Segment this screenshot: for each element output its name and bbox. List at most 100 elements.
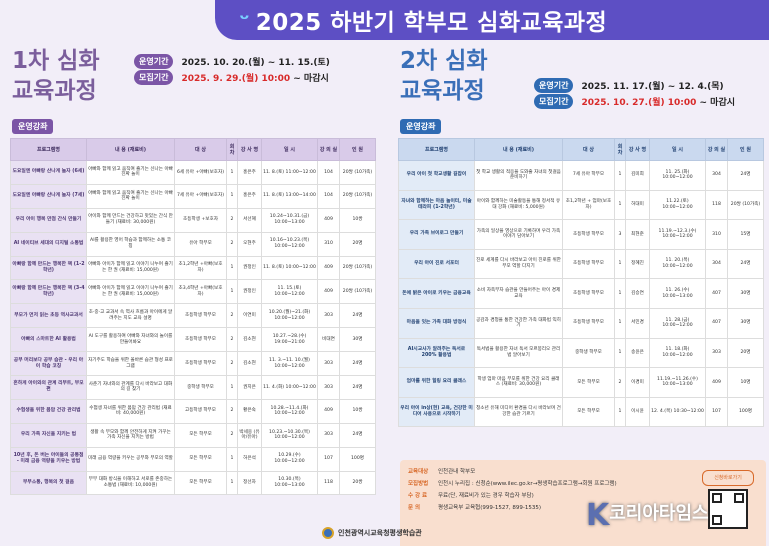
program-name: 10년 후, 돈 버는 아이들의 공통점 - 미래 금융 역량을 키우는 방법 (10, 446, 87, 472)
table-cell: 24명 (339, 375, 376, 400)
table-cell: 104 (317, 160, 340, 185)
table-cell: 11. 3.~11. 10.(월) 10:00~12:00 (261, 351, 318, 377)
table-cell: 310 (317, 231, 340, 257)
table-cell: 1 (226, 255, 238, 281)
table-row: 부부소통, 행복의 첫 걸음 부부 대화 방식을 이해하고 서로를 존중하는 소통… (10, 470, 376, 496)
table-cell: 2 (226, 327, 238, 353)
table-row: 엄마를 위한 힐링 요리 클래스 학생 엄마 마음 부모를 위한 건강 요리 클래… (398, 367, 764, 398)
panel-title: 2차 심화 교육과정 (400, 48, 488, 104)
column-header: 인 원 (339, 138, 376, 161)
table-cell: 11. 15.(토) 10:00~12:00 (261, 279, 318, 305)
table-cell: 11. 4.(화) 10:00~12:00 (261, 375, 318, 400)
table-cell: 118 (317, 470, 340, 496)
table-cell: 황은숙 (237, 398, 262, 424)
course-panel-1: 1차 심화 교육과정 운영기간 2025. 10. 20.(월) ~ 11. 1… (4, 42, 381, 512)
table-cell: 오현주 (237, 231, 262, 257)
table-cell: 2 (226, 398, 238, 424)
table-cell: 1 (226, 470, 238, 496)
table-cell: 가족의 일상을 영상으로 기록하며 우리 가족 이야기 담아보기 (474, 219, 563, 250)
table-cell: 박세웅 (유아/유아) (237, 422, 262, 448)
table-cell: 303 (317, 375, 340, 400)
table-cell: 중학생 학부모 (562, 337, 615, 369)
program-name: 부부소통, 행복의 첫 걸음 (10, 470, 87, 496)
table-cell: 초등학생 학부모 (562, 307, 615, 339)
table-cell: 30명 (727, 278, 764, 309)
table-row: 10년 후, 돈 버는 아이들의 공통점 - 미래 금융 역량을 키우는 방법 미… (10, 446, 376, 472)
table-cell: 서민경 (625, 307, 650, 339)
page-title: 2025 하반기 학부모 심화교육과정 (255, 10, 608, 36)
table-cell: 아이와 함께 만드는 건강하고 맛있는 간식 만들기 (재료비: 30,000원… (86, 207, 175, 233)
table-row: 흔하게 아이와의 관계 리부트, 부모편 사춘기 자녀와의 관계를 다시 바라보고… (10, 375, 376, 400)
table-cell: 독서법을 활용한 자녀 독서 모르봉리오 관리법 알아보기 (474, 337, 563, 369)
table-cell: 10쌍 (339, 207, 376, 233)
program-name: AI시교사가 알려주는 독서로 200% 활용법 (398, 337, 475, 369)
table-row: 아빠랑 함께 만드는 행복한 책 (3-4학년) 아빠와 아이가 함께 읽고 이야… (10, 279, 376, 305)
table-cell: 11. 8.(토) 10:00~12:00 (261, 255, 318, 281)
qr-code-icon[interactable] (708, 489, 748, 529)
table-cell: 권지은 (237, 375, 262, 400)
table-cell: 11. 8.(토) 13:00~14:00 (261, 183, 318, 209)
table-cell: 118 (705, 189, 728, 221)
table-row: 도요일엔 아빠랑 산나게 놀자 (6세) 아빠와 함께 읽고 움직여 즐기는 신나… (10, 160, 376, 185)
table-cell: 이경미 (625, 367, 650, 398)
program-name: 도요일엔 아빠랑 산나게 놀자 (6세) (10, 160, 87, 185)
table-cell: 20쌍 (10가족) (339, 255, 376, 281)
table-cell: 자기주도 학습을 위한 올바른 습관 형성 프로그램 (86, 351, 175, 377)
table-cell: 초3,4학년 +아빠(보호자) (174, 279, 227, 305)
table-cell: 11. 26.(수) 10:00~13:00 (649, 278, 706, 309)
qr-caption: 신청바로가기 (702, 470, 754, 486)
info-row: 모집방법 인천시 누리집 : 신청순(www.ilec.go.kr→평생학습프로그… (408, 481, 617, 487)
table-cell: 공감과 경청을 통한 건강한 가족 대화법 익히기 (474, 307, 563, 339)
operation-period: 운영기간 2025. 11. 17.(월) ~ 12. 4.(목) (534, 78, 724, 93)
table-cell: 407 (705, 278, 728, 309)
table-cell: 초1,2학년 +아빠(보호자) (174, 255, 227, 281)
table-cell: 303 (705, 337, 728, 369)
table-row: 우리 아이 첫 학교생활 길잡이 첫 학교 생활의 적응을 도와줄 자녀의 첫걸음… (398, 160, 764, 191)
info-row: 수 강 료 무료(단, 재료비가 있는 경우 학습자 부담) (408, 493, 534, 499)
table-cell: 11. 20.(목) 10:00~12:00 (649, 248, 706, 280)
table-cell: 권정인 (237, 279, 262, 305)
table-cell: 10.20.(월)~21.(화) 10:00~12:00 (261, 303, 318, 329)
table-cell: 104 (317, 183, 340, 209)
column-header: 내 용 (재료비) (86, 138, 175, 161)
table-cell: 이연미 (237, 303, 262, 329)
table-cell: 모든 학부모 (174, 470, 227, 496)
table-cell: 1 (226, 446, 238, 472)
info-box: 교육대상 인천관내 학부모 모집방법 인천시 누리집 : 신청순(www.ilec.… (400, 460, 766, 546)
table-cell: 30명 (339, 327, 376, 353)
qr-shortcut[interactable]: 신청바로가기 (702, 470, 754, 536)
recruit-period: 모집기간 2025. 9. 29.(월) 10:00 ~ 마감시 (134, 70, 329, 85)
section-label: 운영강좌 (400, 119, 442, 134)
table-cell: 정선자 (237, 470, 262, 496)
column-header: 대 상 (562, 138, 615, 161)
table-row: 우리 가족 브이로그 만들기 가족의 일상을 영상으로 기록하며 우리 가족 이야… (398, 219, 764, 250)
table-cell: 409 (317, 255, 340, 281)
table-cell: 20쌍 (10가족) (339, 160, 376, 185)
table-cell: 초등학생 학부모 (174, 303, 227, 329)
table-row: 마음을 잇는 가족 대화 방정식 공감과 경청을 통한 건강한 가족 대화법 익히… (398, 307, 764, 339)
program-name: 마음을 잇는 가족 대화 방정식 (398, 307, 475, 339)
table-cell: 407 (705, 307, 728, 339)
table-cell: 송윤은 (625, 337, 650, 369)
table-cell: 10명 (727, 367, 764, 398)
program-name: AI 네이티브 세대의 디지털 소통법 (10, 231, 87, 257)
table-cell: 청소년 유해 미디어 환경을 다시 바라보며 건강한 습관 기르기 (474, 396, 563, 428)
smile-icon: ᵕ (239, 7, 250, 32)
table-cell: 서선혜 (237, 207, 262, 233)
table-cell: 11. 25.(화) 10:00~12:00 (649, 160, 706, 191)
table-cell: 11.22.(토) 10:00~12:00 (649, 189, 706, 221)
table-cell: 303 (317, 303, 340, 329)
table-cell: 7세 유아 +아빠(보호자) (174, 183, 227, 209)
table-cell: 1 (226, 279, 238, 305)
table-cell: 7세 유아 학부모 (562, 160, 615, 191)
table-cell: 20명 (339, 231, 376, 257)
table-cell: 310 (705, 219, 728, 250)
table-cell: 초등학생 학부모 (562, 248, 615, 280)
program-name: 공부 머리보다 공부 습관 - 우리 아이 학습 코칭 (10, 351, 87, 377)
table-cell: 최현준 (625, 219, 650, 250)
section-label: 운영강좌 (12, 119, 54, 134)
table-cell: 고등학생 학부모 (174, 398, 227, 424)
table-cell: 초·중·고 교과서 속 역사 흐름과 아이에게 알려주는 지도 교육 설명 (86, 303, 175, 329)
program-name: 우리 아이 in상(현) 교육, 건강한 미디어 사용으로 시작하기 (398, 396, 475, 428)
table-cell: 이시윤 (625, 396, 650, 428)
